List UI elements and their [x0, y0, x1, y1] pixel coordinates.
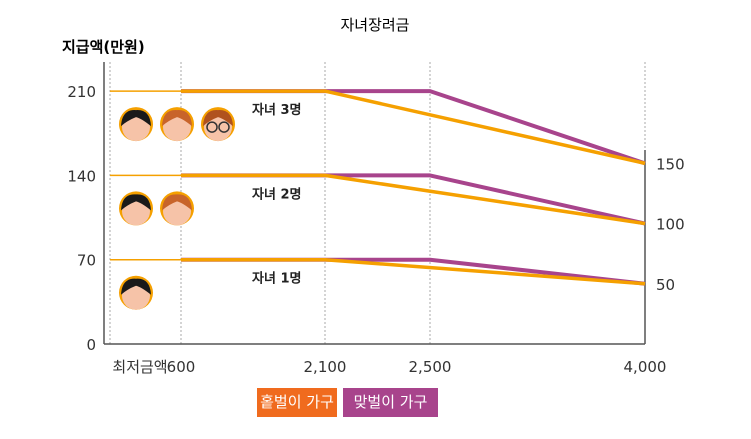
hair — [203, 110, 233, 127]
glasses-icon — [218, 121, 230, 133]
hair — [121, 194, 151, 211]
x-tick-label: 2,500 — [409, 358, 452, 376]
right-tick-label: 150 — [656, 155, 685, 173]
x-tick-label: 600 — [167, 358, 196, 376]
legend-single-income: 홑벌이 가구 — [257, 388, 337, 417]
single-income-line — [181, 89, 646, 166]
group-label: 자녀 1명 — [252, 271, 301, 287]
hair — [121, 278, 151, 295]
group-label: 자녀 3명 — [252, 102, 301, 118]
chart-title: 자녀장려금 — [340, 16, 409, 34]
hair — [162, 194, 192, 211]
x-tick-label: 4,000 — [624, 358, 667, 376]
y-tick-label: 210 — [67, 83, 96, 101]
y-tick-label: 140 — [67, 167, 96, 185]
x-tick-label: 2,100 — [304, 358, 347, 376]
dual-income-line — [181, 89, 646, 166]
y-axis-label: 지급액(만원) — [62, 38, 145, 56]
legend-dual-income: 맞벌이 가구 — [343, 388, 438, 417]
glasses-icon — [206, 121, 218, 133]
right-tick-label: 100 — [656, 216, 685, 234]
hair — [162, 110, 192, 127]
right-tick-label: 50 — [656, 276, 675, 294]
single-income-line — [181, 173, 646, 226]
single-income-line — [181, 257, 646, 286]
group-label: 자녀 2명 — [252, 186, 301, 202]
x-tick-label: 최저금액 — [112, 358, 167, 376]
y-tick-label: 0 — [86, 336, 96, 354]
y-tick-label: 70 — [77, 252, 96, 270]
dual-income-line — [181, 173, 646, 226]
hair — [121, 110, 151, 127]
